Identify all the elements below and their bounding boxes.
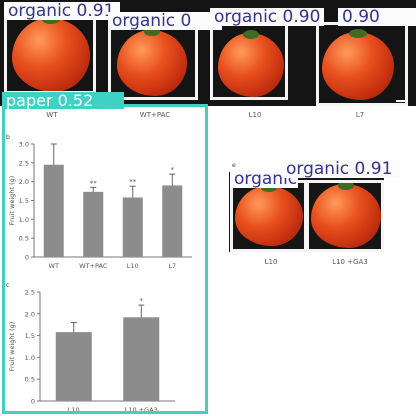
detection-box-wt [4,12,96,94]
y-tick-label: 1.0 [25,354,35,362]
y-axis-label: Fruit weight (g) [8,176,16,226]
bar-l10-ga3 [123,317,160,401]
photo-label-wt: WT [46,111,58,119]
y-axis-label: Fruit weight (g) [8,322,16,372]
y-tick-label: 0 [25,254,29,262]
detection-box-l10 [210,22,288,100]
bar-l7 [162,185,183,257]
significance-marker: * [140,297,144,305]
detection-label-l7: 0.90 [338,8,416,26]
x-tick-label: L10 [68,406,80,414]
y-tick-label: 0.5 [19,235,29,243]
panel-letter-b: b [6,134,10,141]
y-tick-label: 2.0 [19,178,29,186]
detection-box-wtpac [108,26,198,100]
y-tick-label: 1.5 [25,332,35,340]
photo-label-wtpac: WT+PAC [139,111,171,119]
tomato-photo-wtpac [117,27,187,96]
tomato-photo-wt [12,15,90,92]
bar-chart-fruit-weight-c: 0 0.5 1.0 1.5 2.0 2.5 Fruit weight (g) L10 L10 +… [8,289,175,414]
x-tick-label: WT+PAC [79,262,108,270]
detection-label-wt: organic 0.91 [4,2,120,20]
detection-label-paper: paper 0.52 [2,92,124,109]
detection-label-e-l10: organic 0.90 [230,170,298,188]
tomato-photo-e-l10ga3 [311,181,381,248]
detection-label-wtpac: organic 0 [108,12,222,30]
panel-letter-e: e [232,162,236,169]
bar-wt-pac [83,191,104,257]
y-tick-label: 3.0 [19,141,29,149]
detection-label-l10: organic 0.90 [210,8,324,26]
y-tick-label: 0 [31,398,35,406]
y-tick-label: 0.5 [25,376,35,384]
tomato-photo-l7 [322,29,394,100]
detection-box-e-l10ga3 [306,180,384,252]
detection-box-paper [2,104,208,414]
bar-l10 [122,197,143,257]
photo-label-e-l10: L10 [264,258,278,266]
y-tick-label: 1.5 [19,197,29,205]
y-tick-label: 2.5 [19,159,29,167]
scale-bar [396,100,408,102]
tomato-photo-l10 [218,30,284,97]
x-tick-label: L7 [168,262,176,270]
detection-box-l7 [316,22,408,106]
photo-label-e-l10ga3: L10 +GA3 [332,258,368,266]
x-tick-label: L10 +GA3 [125,406,158,414]
photo-label-l10: L10 [248,111,262,119]
panel-letter-c: c [6,282,10,289]
detection-label-e-l10ga3: organic 0.91 [282,160,400,178]
y-tick-label: 2.5 [25,289,35,297]
photo-label-l7: L7 [355,111,365,119]
bar-chart-fruit-weight-b: 0 0.5 1.0 1.5 2.0 2.5 3.0 Fruit weight (g) WT WT+… [8,141,192,270]
significance-marker: * [171,166,175,174]
bar-l10 [55,332,92,401]
detection-box-e-l10 [230,180,307,252]
bar-wt [43,164,64,257]
y-tick-label: 2.0 [25,310,35,318]
significance-marker: ** [90,179,98,187]
x-tick-label: WT [49,262,59,270]
significance-marker: ** [129,178,137,186]
x-tick-label: L10 [127,262,139,270]
y-tick-label: 1.0 [19,216,29,224]
